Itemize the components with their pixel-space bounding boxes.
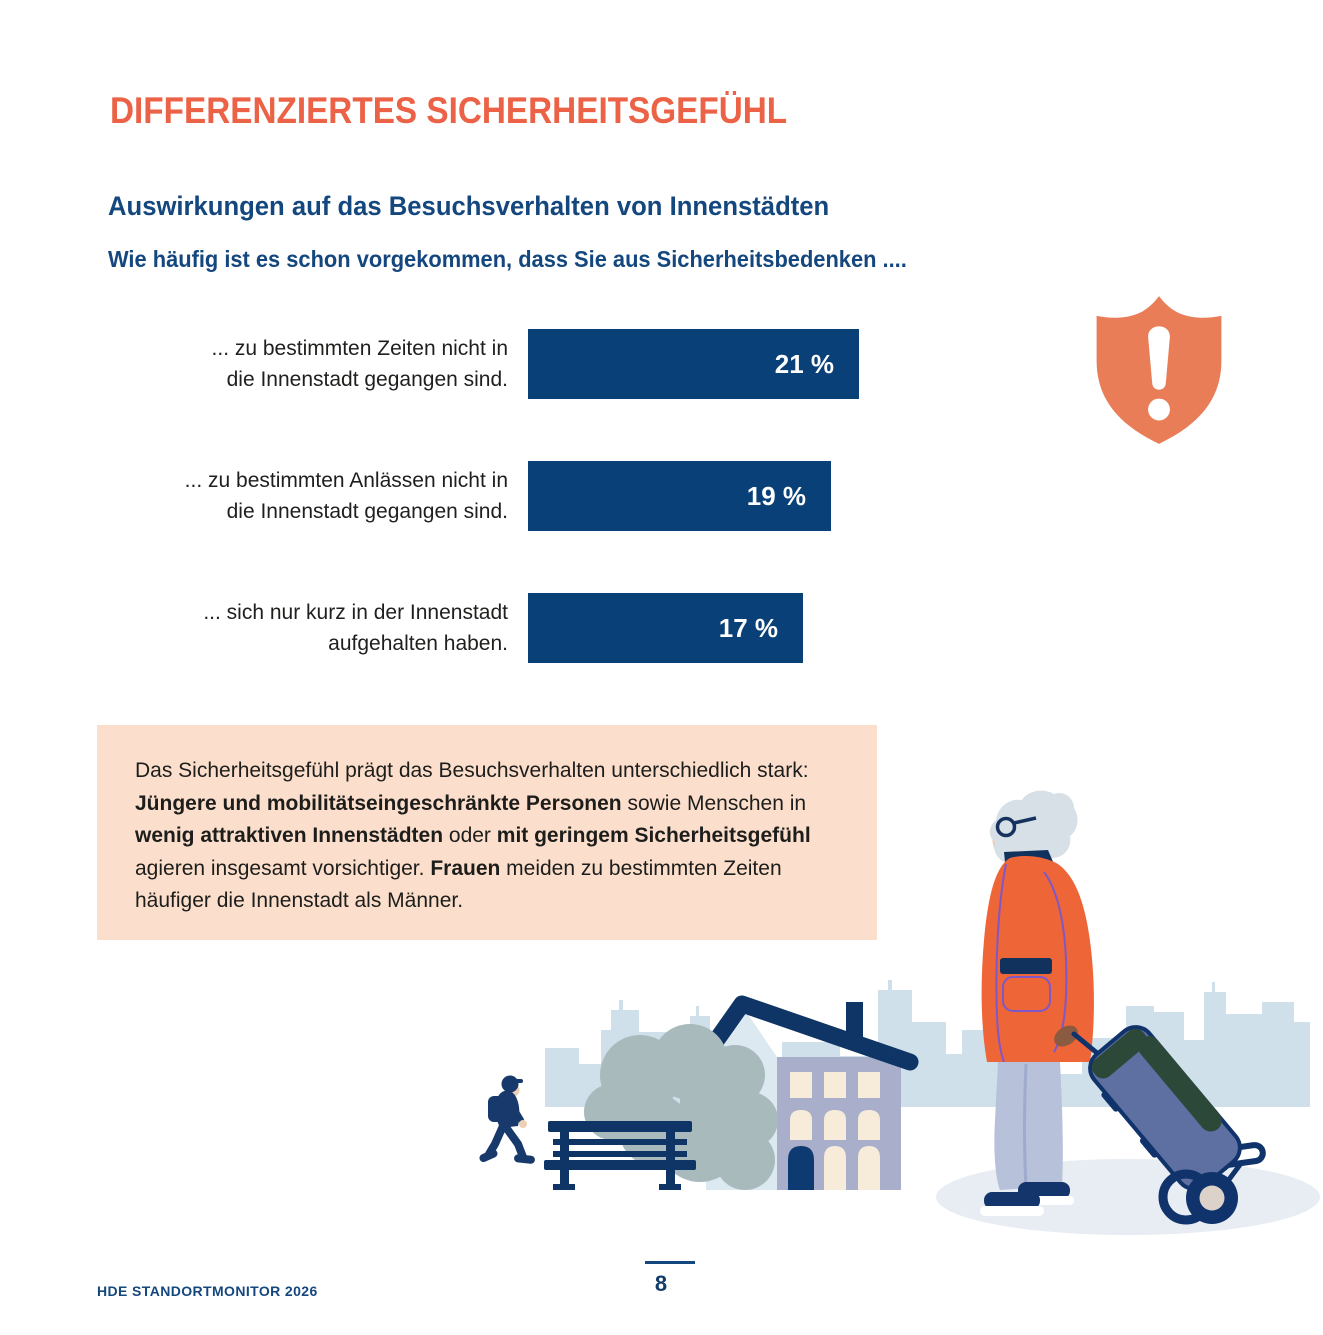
house-chimney (846, 1002, 863, 1040)
shield-alert-icon (1092, 292, 1226, 448)
woman-glasses (995, 816, 1017, 838)
chart-question: Wie häufig ist es schon vorgekommen, das… (108, 246, 907, 272)
trolley-side-pocket (1138, 1035, 1222, 1132)
bar: 19 % (528, 461, 831, 531)
house-front-door (788, 1146, 814, 1190)
bar-label-line1: ... zu bestimmten Zeiten nicht in (211, 337, 508, 360)
bar-row: ... zu bestimmten Anlässen nicht in die … (80, 461, 1240, 531)
bushes (584, 1024, 778, 1190)
info-box: Das Sicherheitsgefühl prägt das Besuchsv… (97, 725, 877, 940)
shopping-trolley (1071, 1025, 1266, 1225)
bar: 21 % (528, 329, 859, 399)
trolley-flap (1091, 1028, 1147, 1079)
section-heading: Auswirkungen auf das Besuchsverhalten vo… (108, 191, 830, 221)
cityscape-illustration (479, 790, 1320, 1235)
bar-label-line1: ... zu bestimmten Anlässen nicht in (184, 469, 508, 492)
elderly-woman (980, 790, 1094, 1216)
bar-value-label: 21 % (774, 348, 834, 379)
page-number: 8 (654, 1271, 668, 1296)
woman-hand (1054, 1025, 1078, 1047)
woman-trousers (994, 1062, 1063, 1190)
shield-alert-icon-svg (1096, 296, 1222, 444)
walking-person (479, 1075, 535, 1164)
exclamation-dot (1148, 398, 1170, 421)
house-windows (790, 1072, 880, 1190)
walking-person-cap (501, 1075, 519, 1093)
exclamation-bar (1148, 326, 1170, 390)
bar-value-label: 19 % (746, 480, 806, 511)
bar-label: ... sich nur kurz in der Innenstadt aufg… (80, 593, 508, 663)
bar-label: ... zu bestimmten Anlässen nicht in die … (80, 461, 508, 531)
bar-value-label: 17 % (718, 612, 778, 643)
bar-label-line2: die Innenstadt gegangen sind. (226, 368, 508, 391)
bar-row: ... zu bestimmten Zeiten nicht in die In… (80, 329, 1240, 399)
bar-label: ... zu bestimmten Zeiten nicht in die In… (80, 329, 508, 399)
bar-label-line1: ... sich nur kurz in der Innenstadt (203, 601, 508, 624)
bar-label-line2: die Innenstadt gegangen sind. (226, 500, 508, 523)
bar: 17 % (528, 593, 803, 663)
coat-seam (995, 863, 1007, 1063)
page-number-divider (645, 1261, 695, 1264)
bar-label-line2: aufgehalten haben. (328, 632, 508, 655)
footer-report-name: HDE STANDORTMONITOR 2026 (97, 1283, 318, 1299)
page-title: DIFFERENZIERTES SICHERHEITSGEFÜHL (110, 90, 788, 131)
woman-hair (989, 790, 1078, 866)
park-bench (544, 1121, 696, 1190)
coat-pocket-flap (1000, 958, 1052, 974)
walking-person-hand (519, 1120, 527, 1128)
woman-shoe-front (984, 1192, 1040, 1209)
walking-person-body (495, 1090, 520, 1128)
bar-row: ... sich nur kurz in der Innenstadt aufg… (80, 593, 1240, 663)
trolley-wheel-hub (1199, 1185, 1225, 1211)
info-box-text: Das Sicherheitsgefühl prägt das Besuchsv… (135, 759, 811, 912)
coat-pocket (1002, 976, 1051, 1012)
